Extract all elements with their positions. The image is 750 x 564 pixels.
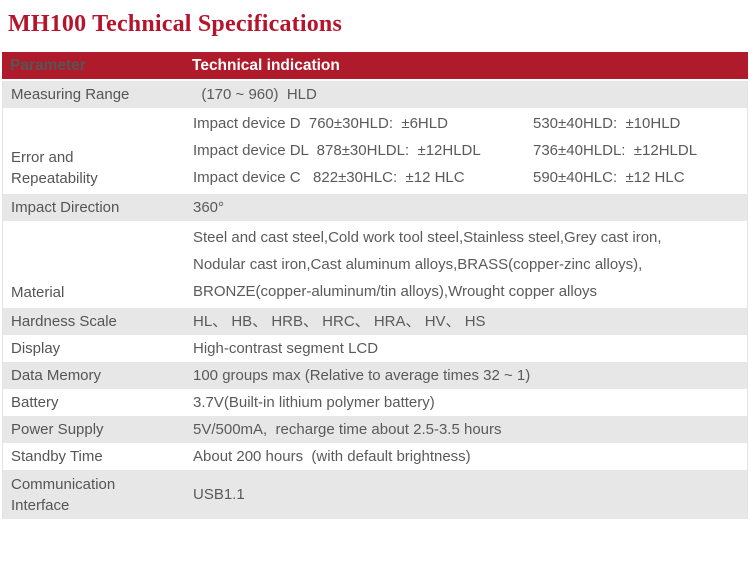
row-power-supply: Power Supply 5V/500mA, recharge time abo… xyxy=(3,416,747,443)
param-value: High-contrast segment LCD xyxy=(193,339,379,357)
header-technical-indication: Technical indication xyxy=(192,56,340,74)
param-label: Battery xyxy=(11,394,59,411)
param-label: Display xyxy=(11,340,61,357)
error-spec-right: 736±40HLDL: ±12HLDL xyxy=(533,141,698,159)
material-line: Steel and cast steel,Cold work tool stee… xyxy=(193,228,662,246)
error-spec-left: Impact device C 822±30HLC: ±12 HLC xyxy=(193,168,465,186)
param-label: Power Supply xyxy=(11,421,104,438)
row-data-memory: Data Memory 100 groups max (Relative to … xyxy=(3,362,747,389)
table-body: Measuring Range (170 ~ 960) HLD Error an… xyxy=(2,81,748,519)
spec-table: Parameter Technical indication Measuring… xyxy=(0,52,748,519)
param-value: 360° xyxy=(193,198,225,216)
param-value: 5V/500mA, recharge time about 2.5-3.5 ho… xyxy=(193,420,502,438)
param-value: Steel and cast steel,Cold work tool stee… xyxy=(193,221,747,308)
param-value: Impact device D 760±30HLD: ±6HLD 530±40H… xyxy=(193,108,747,194)
param-label: Impact Direction xyxy=(11,199,120,216)
param-label: Hardness Scale xyxy=(11,313,117,330)
row-error-repeatability: Error and Repeatability Impact device D … xyxy=(3,108,747,194)
row-hardness-scale: Hardness Scale HL、 HB、 HRB、 HRC、 HRA、 HV… xyxy=(3,308,747,335)
row-communication-interface: Communication Interface USB1.1 xyxy=(3,470,747,519)
param-label-text: Error and Repeatability xyxy=(11,149,98,187)
error-spec-left: Impact device DL 878±30HLDL: ±12HLDL xyxy=(193,141,481,159)
param-value: USB1.1 xyxy=(193,485,245,503)
error-spec-left: Impact device D 760±30HLD: ±6HLD xyxy=(193,115,448,133)
row-material: Material Steel and cast steel,Cold work … xyxy=(3,221,747,308)
row-impact-direction: Impact Direction 360° xyxy=(3,194,747,221)
header-parameter: Parameter xyxy=(10,57,86,74)
page-title: MH100 Technical Specifications xyxy=(8,11,343,37)
row-standby-time: Standby Time About 200 hours (with defau… xyxy=(3,443,747,470)
material-line: BRONZE(copper-aluminum/tin alloys),Wroug… xyxy=(193,282,598,300)
error-spec-right: 530±40HLD: ±10HLD xyxy=(533,115,681,133)
error-spec-line: Impact device D 760±30HLD: ±6HLD 530±40H… xyxy=(193,114,747,134)
param-value: 3.7V(Built-in lithium polymer battery) xyxy=(193,393,435,411)
param-label: Measuring Range xyxy=(11,86,130,103)
param-value: (170 ~ 960) HLD xyxy=(193,85,317,103)
table-header-row: Parameter Technical indication xyxy=(2,52,748,79)
error-spec-line: Impact device C 822±30HLC: ±12 HLC 590±4… xyxy=(193,168,747,188)
param-label: Standby Time xyxy=(11,448,103,465)
param-label-text: Material xyxy=(11,284,65,301)
row-display: Display High-contrast segment LCD xyxy=(3,335,747,362)
error-spec-line: Impact device DL 878±30HLDL: ±12HLDL 736… xyxy=(193,141,747,161)
material-line: Nodular cast iron,Cast aluminum alloys,B… xyxy=(193,255,643,273)
error-spec-right: 590±40HLC: ±12 HLC xyxy=(533,168,685,186)
row-battery: Battery 3.7V(Built-in lithium polymer ba… xyxy=(3,389,747,416)
row-measuring-range: Measuring Range (170 ~ 960) HLD xyxy=(3,81,747,108)
param-value: 100 groups max (Relative to average time… xyxy=(193,366,531,384)
param-label: Material xyxy=(3,221,193,308)
param-label: Error and Repeatability xyxy=(3,108,193,194)
param-value: HL、 HB、 HRB、 HRC、 HRA、 HV、 HS xyxy=(193,312,486,330)
param-value: About 200 hours (with default brightness… xyxy=(193,447,471,465)
param-label: Communication Interface xyxy=(11,475,116,514)
param-label: Data Memory xyxy=(11,367,102,384)
